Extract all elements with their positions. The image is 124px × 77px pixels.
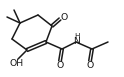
- Text: H: H: [74, 33, 80, 39]
- Text: O: O: [86, 62, 94, 71]
- Text: O: O: [60, 12, 68, 21]
- Text: O: O: [56, 62, 64, 71]
- Text: N: N: [74, 36, 80, 46]
- Text: OH: OH: [10, 60, 24, 69]
